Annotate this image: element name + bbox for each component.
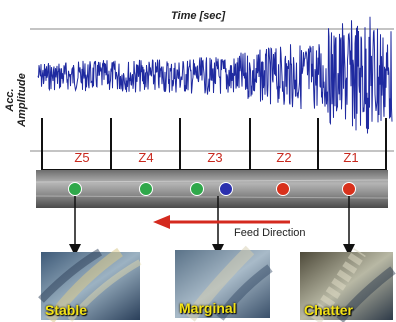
vibration-signal: [37, 16, 393, 134]
photo-stable: Stable: [41, 252, 140, 320]
photo-label-stable: Stable: [45, 302, 88, 318]
workpiece-strip: [36, 170, 388, 208]
photo-stable-texture: [38, 247, 142, 322]
marker-dot-stable: [190, 182, 204, 196]
marker-dot-chatter: [276, 182, 290, 196]
zone-label-z1: Z1: [343, 150, 359, 165]
photo-marginal-texture: [175, 245, 273, 322]
zone-label-z4: Z4: [138, 150, 154, 165]
zone-label-z2: Z2: [276, 150, 292, 165]
feed-direction-label: Feed Direction: [234, 227, 306, 239]
marker-dot-stable: [139, 182, 153, 196]
feed-direction-arrow: [153, 215, 290, 229]
marker-dot-marginal: [219, 182, 233, 196]
y-axis-title: Acc. Amplitude: [4, 73, 28, 127]
photo-label-chatter: Chatter: [304, 302, 354, 318]
photo-chatter: Chatter: [300, 252, 393, 320]
photo-label-marginal: Marginal: [179, 300, 237, 316]
zone-label-z5: Z5: [74, 150, 90, 165]
x-axis-title: Time [sec]: [171, 10, 226, 22]
zone-label-z3: Z3: [207, 150, 223, 165]
photo-marginal: Marginal: [175, 250, 270, 318]
marker-dot-chatter: [342, 182, 356, 196]
marker-dot-stable: [68, 182, 82, 196]
photo-chatter-texture: [300, 248, 396, 322]
